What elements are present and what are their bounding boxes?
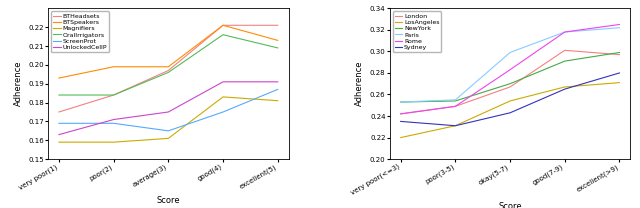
LosAngeles: [616, 81, 623, 84]
Paris: [506, 51, 514, 54]
BTHeadsets: [110, 94, 118, 96]
NewYork: [616, 51, 623, 54]
Line: BTHeadsets: BTHeadsets: [59, 25, 278, 112]
ScreenProt: [274, 88, 282, 91]
LosAngeles: [561, 86, 568, 88]
OralIrrigators: [55, 94, 63, 96]
Line: Paris: Paris: [401, 28, 620, 102]
Line: Magnifiers: Magnifiers: [59, 97, 278, 142]
NewYork: [397, 101, 404, 103]
London: [561, 49, 568, 52]
Sydney: [397, 120, 404, 123]
Sydney: [561, 88, 568, 90]
BTSpeakers: [164, 66, 172, 68]
Paris: [452, 99, 460, 101]
Magnifiers: [110, 141, 118, 143]
Line: UnlockedCelIP: UnlockedCelIP: [59, 82, 278, 135]
ScreenProt: [55, 122, 63, 125]
Sydney: [616, 72, 623, 74]
Y-axis label: Adherence: Adherence: [355, 61, 364, 106]
NewYork: [452, 100, 460, 102]
Magnifiers: [219, 96, 227, 98]
BTHeadsets: [164, 69, 172, 72]
UnlockedCelIP: [55, 133, 63, 136]
Rome: [561, 31, 568, 33]
Rome: [616, 23, 623, 26]
Sydney: [452, 124, 460, 127]
BTHeadsets: [55, 111, 63, 113]
Legend: London, LosAngeles, NewYork, Paris, Rome, Sydney: London, LosAngeles, NewYork, Paris, Rome…: [393, 11, 442, 52]
LosAngeles: [452, 124, 460, 127]
Line: OralIrrigators: OralIrrigators: [59, 35, 278, 95]
UnlockedCelIP: [219, 80, 227, 83]
Line: Sydney: Sydney: [401, 73, 620, 126]
Line: Rome: Rome: [401, 25, 620, 114]
Rome: [506, 68, 514, 71]
LosAngeles: [506, 100, 514, 102]
London: [397, 113, 404, 115]
Y-axis label: Adherence: Adherence: [13, 61, 22, 106]
UnlockedCelIP: [274, 80, 282, 83]
Line: London: London: [401, 50, 620, 114]
Paris: [561, 31, 568, 33]
ScreenProt: [219, 111, 227, 113]
Sydney: [506, 111, 514, 114]
ScreenProt: [164, 130, 172, 132]
BTSpeakers: [219, 24, 227, 27]
Rome: [397, 113, 404, 115]
Magnifiers: [164, 137, 172, 140]
X-axis label: Score: Score: [157, 196, 180, 205]
OralIrrigators: [219, 33, 227, 36]
Magnifiers: [55, 141, 63, 143]
Legend: BTHeadsets, BTSpeakers, Magnifiers, OralIrrigators, ScreenProt, UnlockedCelIP: BTHeadsets, BTSpeakers, Magnifiers, Oral…: [51, 11, 109, 52]
BTHeadsets: [219, 24, 227, 27]
Line: NewYork: NewYork: [401, 52, 620, 102]
BTHeadsets: [274, 24, 282, 27]
OralIrrigators: [110, 94, 118, 96]
Rome: [452, 105, 460, 108]
NewYork: [561, 60, 568, 62]
London: [616, 53, 623, 56]
BTSpeakers: [55, 77, 63, 79]
Line: ScreenProt: ScreenProt: [59, 89, 278, 131]
Paris: [616, 26, 623, 29]
ScreenProt: [110, 122, 118, 125]
Magnifiers: [274, 99, 282, 102]
X-axis label: Score: Score: [499, 202, 522, 208]
Paris: [397, 101, 404, 103]
UnlockedCelIP: [164, 111, 172, 113]
UnlockedCelIP: [110, 118, 118, 121]
London: [506, 86, 514, 88]
OralIrrigators: [164, 71, 172, 74]
BTSpeakers: [274, 39, 282, 42]
BTSpeakers: [110, 66, 118, 68]
Line: BTSpeakers: BTSpeakers: [59, 25, 278, 78]
OralIrrigators: [274, 47, 282, 49]
NewYork: [506, 83, 514, 85]
LosAngeles: [397, 136, 404, 139]
Line: LosAngeles: LosAngeles: [401, 83, 620, 137]
London: [452, 105, 460, 108]
